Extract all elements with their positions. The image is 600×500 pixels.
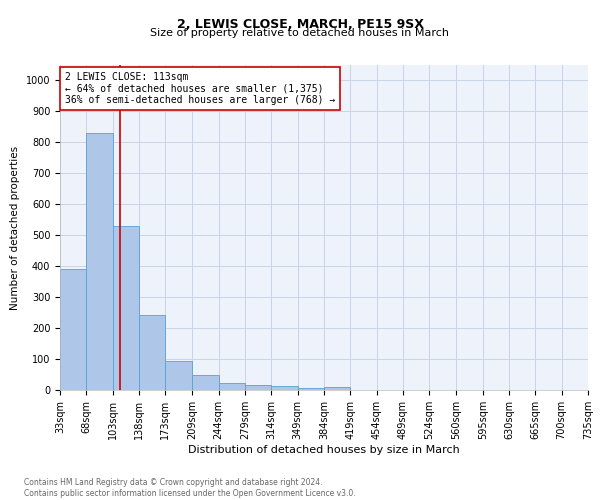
Bar [219, 383, 245, 390]
Y-axis label: Number of detached properties: Number of detached properties [10, 146, 20, 310]
Bar [298, 388, 324, 390]
Text: Contains HM Land Registry data © Crown copyright and database right 2024.
Contai: Contains HM Land Registry data © Crown c… [24, 478, 356, 498]
Bar [86, 133, 113, 390]
X-axis label: Distribution of detached houses by size in March: Distribution of detached houses by size … [188, 444, 460, 454]
Bar [60, 270, 86, 390]
Text: 2 LEWIS CLOSE: 113sqm
← 64% of detached houses are smaller (1,375)
36% of semi-d: 2 LEWIS CLOSE: 113sqm ← 64% of detached … [65, 72, 335, 104]
Bar [193, 374, 219, 390]
Text: 2, LEWIS CLOSE, MARCH, PE15 9SX: 2, LEWIS CLOSE, MARCH, PE15 9SX [176, 18, 424, 30]
Bar [113, 226, 139, 390]
Bar [271, 386, 298, 390]
Bar [324, 387, 350, 390]
Bar [139, 315, 165, 390]
Bar [245, 384, 271, 390]
Text: Size of property relative to detached houses in March: Size of property relative to detached ho… [151, 28, 449, 38]
Bar [165, 360, 191, 390]
